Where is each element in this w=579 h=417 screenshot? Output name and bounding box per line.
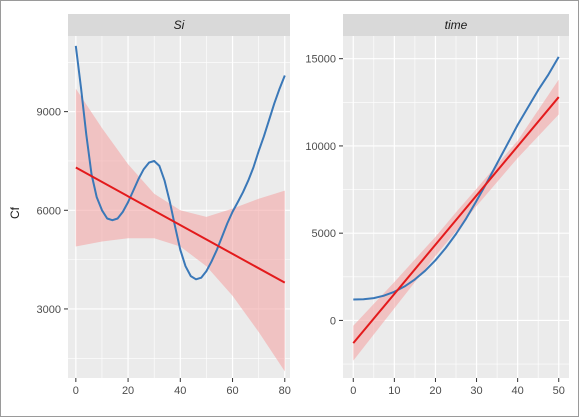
x-tick-label: 60 [226, 385, 238, 397]
confidence-band-si [75, 88, 285, 372]
panel-si-strip-title: Si [174, 18, 185, 32]
linear-fit-line-time [352, 96, 560, 344]
smooth-line-si [74, 45, 286, 281]
x-tick-label: 30 [470, 385, 482, 397]
panel-time-marks [352, 56, 560, 361]
panel-si: Si 0 20 40 60 80 3000 6000 9000 [37, 14, 291, 397]
panel-time: time 0 10 20 30 40 50 0 5000 10000 15000 [305, 14, 569, 397]
x-tick-label: 0 [350, 385, 356, 397]
y-tick-label: 3000 [37, 304, 61, 316]
y-tick-label: 15000 [305, 54, 336, 66]
panel-si-ticks: 0 20 40 60 80 3000 6000 9000 [37, 107, 291, 397]
x-tick-label: 80 [279, 385, 291, 397]
x-tick-label: 40 [174, 385, 186, 397]
panel-time-ticks: 0 10 20 30 40 50 0 5000 10000 15000 [305, 54, 564, 397]
y-tick-label: 0 [330, 315, 336, 327]
y-tick-label: 10000 [305, 141, 336, 153]
x-tick-label: 10 [388, 385, 400, 397]
x-tick-label: 20 [429, 385, 441, 397]
linear-fit-line-si [75, 166, 286, 284]
x-tick-label: 40 [512, 385, 524, 397]
smooth-line-time [353, 56, 560, 301]
y-tick-label: 5000 [312, 228, 336, 240]
panel-time-strip-title: time [445, 18, 468, 32]
x-tick-label: 20 [122, 385, 134, 397]
panel-si-strip [68, 14, 290, 36]
panel-time-grid [343, 36, 569, 378]
panel-time-strip [343, 14, 569, 36]
y-tick-label: 9000 [37, 107, 61, 119]
x-tick-label: 0 [73, 385, 79, 397]
x-tick-label: 50 [553, 385, 565, 397]
y-tick-label: 6000 [37, 205, 61, 217]
panel-si-marks [74, 45, 286, 372]
y-axis-title: Cf [8, 206, 22, 219]
